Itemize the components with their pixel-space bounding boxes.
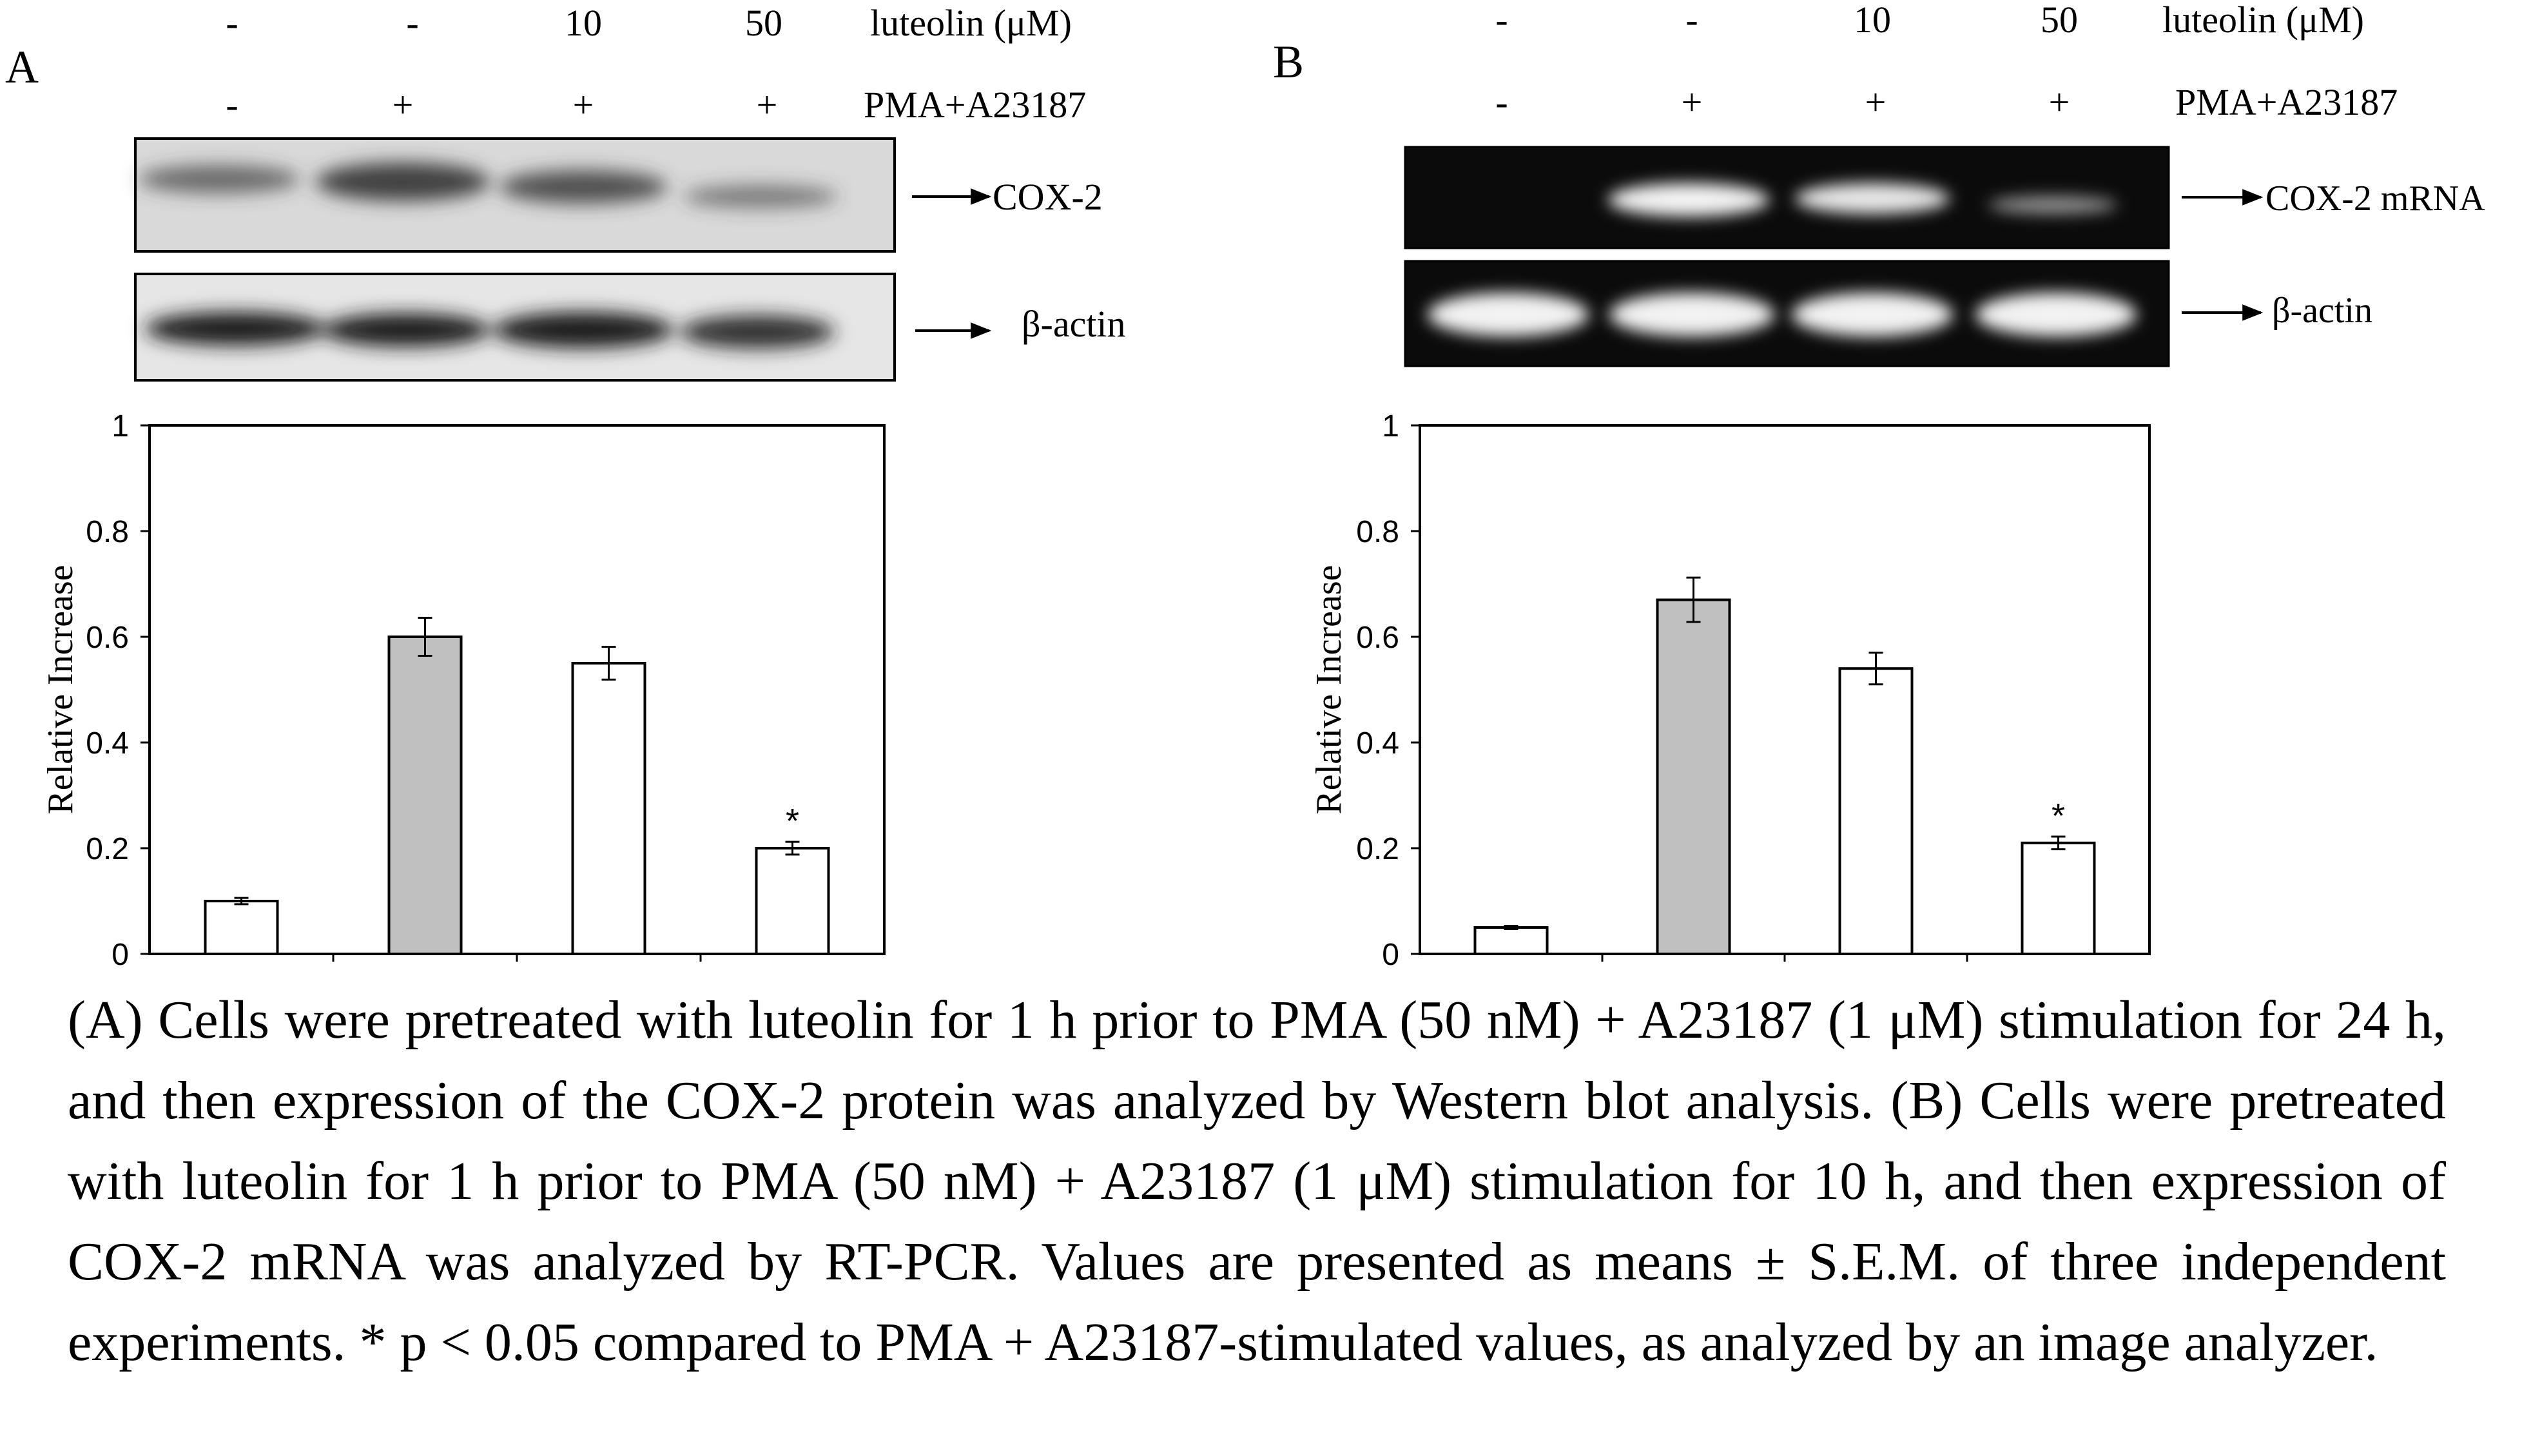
band-lane-3 xyxy=(1795,183,1950,214)
bar xyxy=(387,636,463,955)
y-axis-label: Relative Increase xyxy=(41,565,81,814)
band-lane-4 xyxy=(680,315,835,349)
western-blot-actin xyxy=(134,273,896,382)
y-tick-label: 0 xyxy=(112,938,129,972)
lane-1-luteolin: - xyxy=(226,2,238,44)
header-row-1: - - 10 50 luteolin (μM) xyxy=(226,2,1072,44)
y-tick-label: 0.6 xyxy=(86,621,129,655)
gel-actin xyxy=(1404,260,2170,367)
header-row-2: - + + + PMA+A23187 xyxy=(1495,81,2398,123)
gel-cox2-mrna xyxy=(1404,146,2170,249)
lane-3-stim: + xyxy=(1865,81,1887,123)
band-lane-4 xyxy=(1975,293,2137,336)
panel-letter: B xyxy=(1273,36,1304,88)
lane-2-luteolin: - xyxy=(406,2,418,44)
panel-b: B - - 10 50 luteolin (μM) - + + + PMA+A2… xyxy=(1273,0,2485,972)
lane-1-stim: - xyxy=(1495,81,1508,123)
lane-2-stim: + xyxy=(393,84,414,126)
y-tick-label: 0.4 xyxy=(1356,726,1399,761)
bar xyxy=(2021,841,2096,956)
luteolin-label: luteolin (μM) xyxy=(2162,0,2364,41)
band-lane-2 xyxy=(322,313,490,347)
band-lane-2 xyxy=(1608,183,1769,217)
lane-1-stim: - xyxy=(226,84,238,126)
header-row-1: - - 10 50 luteolin (μM) xyxy=(1495,0,2364,41)
figure-caption: (A) Cells were pretreated with luteolin … xyxy=(68,990,2446,1372)
band-lane-1 xyxy=(1428,293,1589,336)
lane-3-stim: + xyxy=(573,84,594,126)
luteolin-label: luteolin (μM) xyxy=(870,2,1072,44)
actin-label: β-actin xyxy=(1022,303,1126,345)
y-tick-label: 1 xyxy=(1382,409,1399,443)
cox2-mrna-label: COX-2 mRNA xyxy=(2265,179,2485,218)
band-lane-4 xyxy=(683,185,838,208)
lane-3-luteolin: 10 xyxy=(565,2,602,44)
y-tick-label: 0 xyxy=(1382,938,1399,972)
y-tick-label: 0.6 xyxy=(1356,621,1399,655)
header-row-2: - + + + PMA+A23187 xyxy=(226,84,1086,126)
lane-4-luteolin: 50 xyxy=(2041,0,2078,41)
significance-marker: * xyxy=(786,802,799,840)
bar xyxy=(571,662,646,955)
band-lane-1 xyxy=(139,165,300,193)
lane-3-luteolin: 10 xyxy=(1854,0,1891,41)
significance-marker: * xyxy=(2052,797,2065,835)
y-tick-label: 1 xyxy=(112,409,129,443)
lane-1-luteolin: - xyxy=(1495,0,1508,41)
lane-4-stim: + xyxy=(2049,81,2070,123)
lane-2-luteolin: - xyxy=(1685,0,1698,41)
band-lane-3 xyxy=(500,170,667,204)
band-lane-2 xyxy=(1609,293,1774,336)
y-tick-label: 0.8 xyxy=(86,515,129,549)
bar xyxy=(1473,926,1549,955)
lane-2-stim: + xyxy=(1682,81,1703,123)
bar xyxy=(1838,667,1914,955)
lane-4-luteolin: 50 xyxy=(745,2,782,44)
bar xyxy=(755,847,830,955)
cox2-label: COX-2 xyxy=(993,176,1103,218)
y-tick-label: 0.4 xyxy=(86,726,129,761)
band-lane-2 xyxy=(316,162,490,201)
y-axis-label: Relative Increase xyxy=(1309,565,1349,814)
stim-label: PMA+A23187 xyxy=(2175,81,2398,123)
panel-a: A - - 10 50 luteolin (μM) - + + + PMA+A2… xyxy=(5,2,1126,972)
actin-label: β-actin xyxy=(2272,291,2372,331)
bar xyxy=(1656,598,1731,955)
figure: A - - 10 50 luteolin (μM) - + + + PMA+A2… xyxy=(5,0,2485,972)
stim-label: PMA+A23187 xyxy=(864,84,1086,126)
bar-chart-b: 0 0.2 0.4 0.6 0.8 1 * Relative Increase xyxy=(1309,409,2151,972)
band-lane-4 xyxy=(1988,196,2117,214)
bar xyxy=(204,900,279,955)
y-tick-label: 0.2 xyxy=(1356,832,1399,866)
western-blot-cox2 xyxy=(134,137,896,253)
band-lane-1 xyxy=(145,312,325,345)
band-lane-3 xyxy=(1792,293,1953,336)
y-tick-label: 0.8 xyxy=(1356,515,1399,549)
band-lane-3 xyxy=(493,312,674,348)
bar-chart-a: 0 0.2 0.4 0.6 0.8 1 * Relative Increase xyxy=(41,409,886,972)
y-tick-label: 0.2 xyxy=(86,832,129,866)
panel-letter: A xyxy=(5,41,39,93)
lane-4-stim: + xyxy=(757,84,778,126)
